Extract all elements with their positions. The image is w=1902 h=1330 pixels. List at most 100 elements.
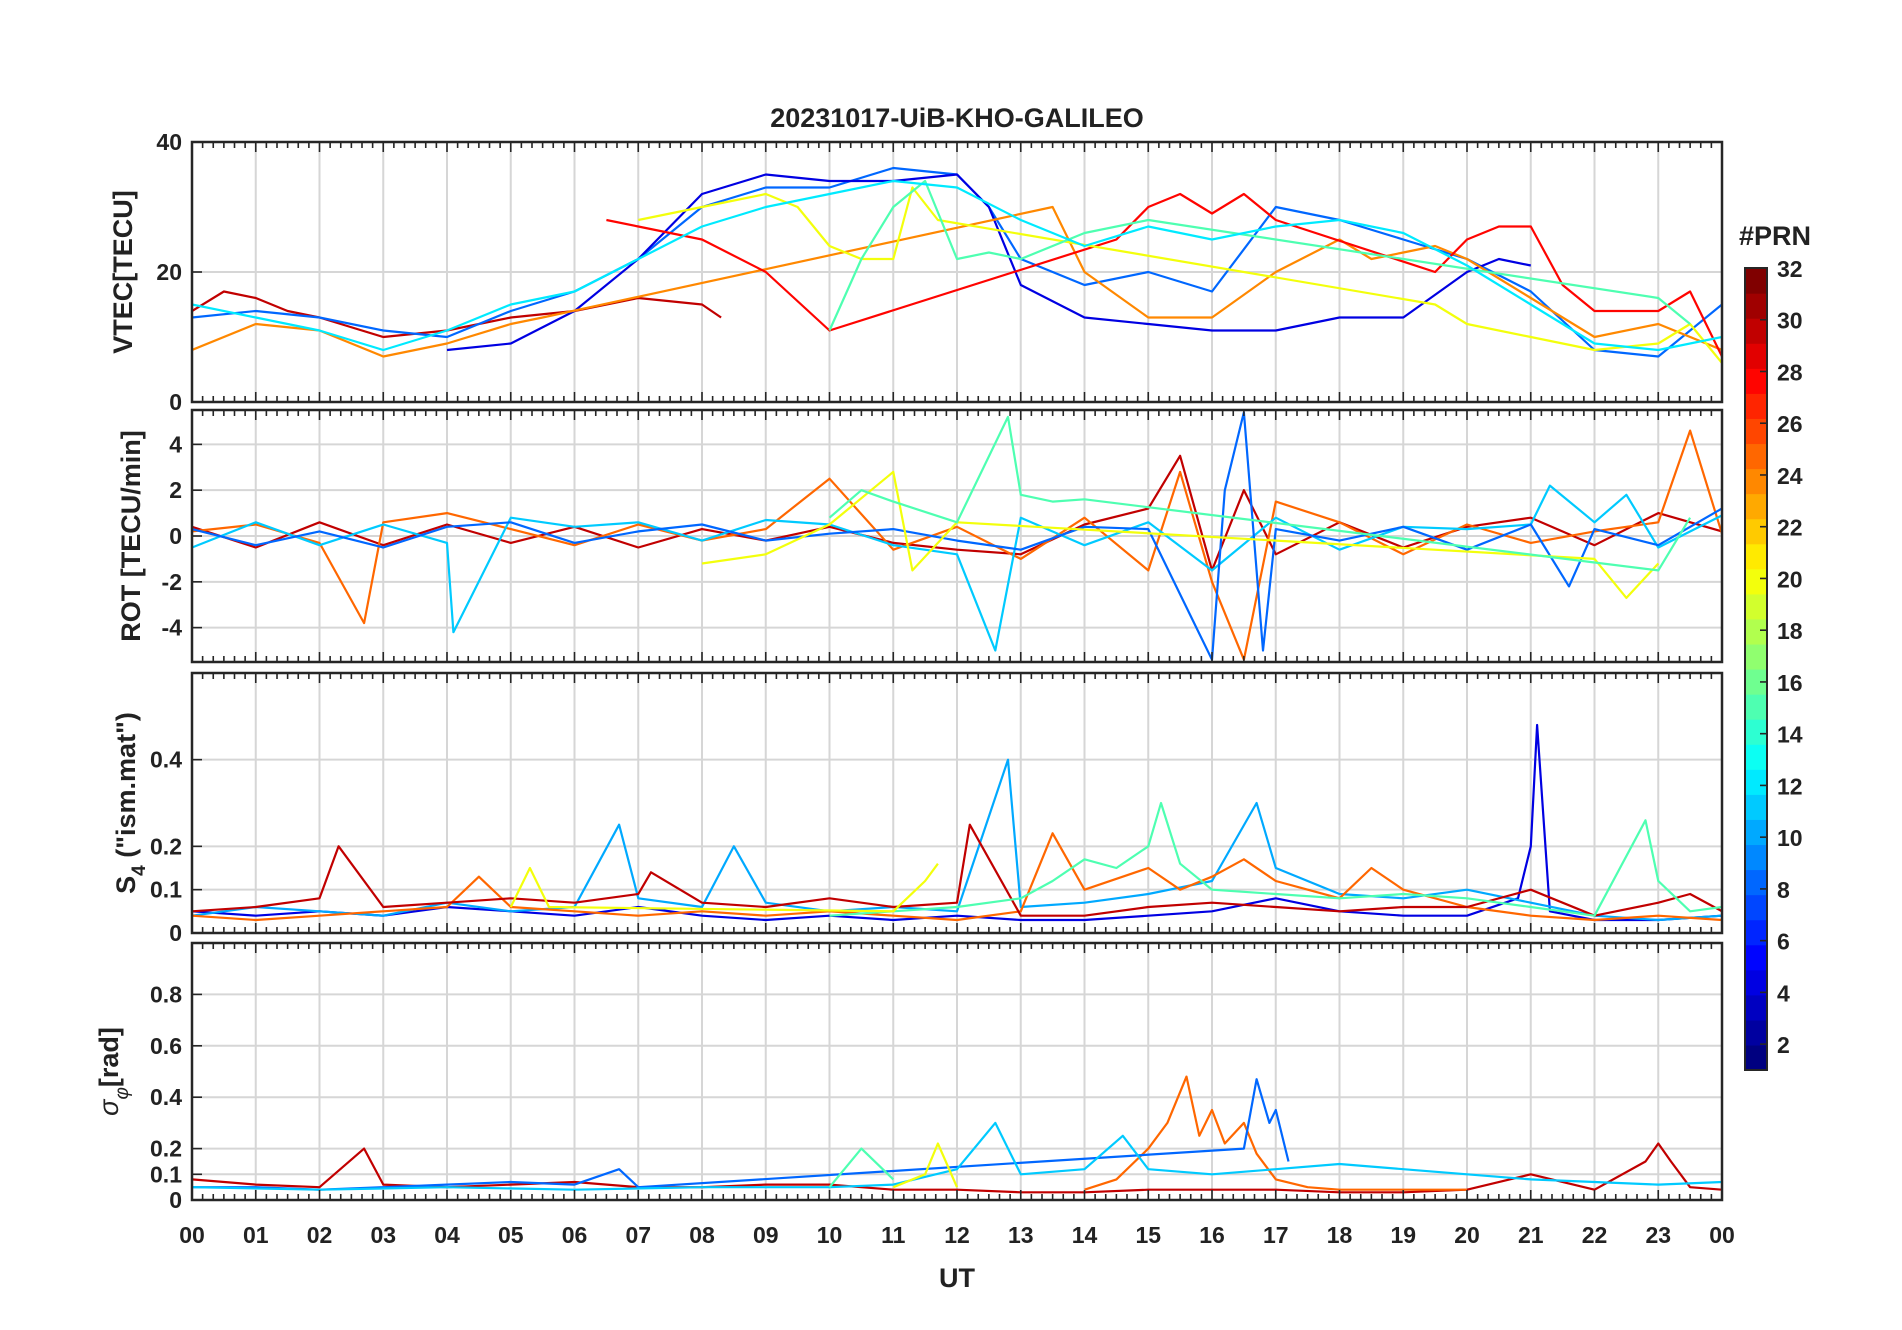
series-line-prn-4 xyxy=(192,723,1722,922)
colorbar-segment xyxy=(1745,919,1767,946)
colorbar-tick-label: 10 xyxy=(1777,825,1803,851)
colorbar-tick-label: 26 xyxy=(1777,411,1803,437)
series-line-prn-4 xyxy=(446,173,1532,352)
colorbar-segment xyxy=(1745,468,1767,495)
colorbar-segment xyxy=(1745,944,1767,971)
colorbar-tick-label: 14 xyxy=(1777,722,1803,748)
colorbar-frame xyxy=(1744,267,1768,1071)
series-line-prn-15 xyxy=(829,801,1722,917)
y-tick-label: 40 xyxy=(156,129,182,155)
colorbar-segment xyxy=(1745,393,1767,419)
y-tick-label: 0 xyxy=(169,1187,182,1213)
colorbar-segment xyxy=(1745,568,1767,595)
series-line-prn-15 xyxy=(828,179,1691,331)
x-tick-label: 12 xyxy=(944,1222,970,1248)
series-group xyxy=(192,723,1722,922)
series-line-prn-25 xyxy=(192,832,1722,922)
series-line-prn-11 xyxy=(192,1121,1722,1191)
colorbar-tick-label: 28 xyxy=(1777,359,1803,385)
series-line-prn-24 xyxy=(192,205,1722,358)
x-tick-label: 02 xyxy=(307,1222,333,1248)
colorbar-tick-label: 30 xyxy=(1777,308,1803,334)
colorbar-tick-label: 18 xyxy=(1777,618,1803,644)
rot-panel: -4 -2 0 2 4 ROT [TECU/min] xyxy=(116,408,1724,664)
figure-title: 20231017-UiB-KHO-GALILEO xyxy=(770,103,1144,133)
colorbar-tick-label: 20 xyxy=(1777,566,1803,592)
x-tick-label: 00 xyxy=(179,1222,205,1248)
series-group xyxy=(192,411,1722,661)
colorbar-tick-label: 22 xyxy=(1777,515,1803,541)
y-tick-label: 0.4 xyxy=(150,1084,182,1110)
colorbar-segment xyxy=(1745,643,1767,670)
x-tick-label: 21 xyxy=(1518,1222,1544,1248)
colorbar-tick-label: 4 xyxy=(1777,980,1790,1006)
series-line-prn-15 xyxy=(828,1147,895,1188)
x-tick-label: 08 xyxy=(689,1222,715,1248)
y-tick-label: -4 xyxy=(162,615,183,641)
series-line-prn-20 xyxy=(892,1142,959,1189)
x-tick-label: 17 xyxy=(1263,1222,1289,1248)
colorbar-segment xyxy=(1745,618,1767,645)
series-line-prn-8 xyxy=(192,411,1722,661)
y-tick-label: 0.1 xyxy=(150,1161,182,1187)
colorbar-tick-label: 8 xyxy=(1777,877,1790,903)
x-tick-label: 03 xyxy=(370,1222,396,1248)
x-tick-label: 15 xyxy=(1135,1222,1161,1248)
y-tick-label: 0.1 xyxy=(150,877,182,903)
x-tick-label: 16 xyxy=(1199,1222,1225,1248)
colorbar-tick-label: 32 xyxy=(1777,256,1803,282)
colorbar-segment xyxy=(1745,894,1767,921)
series-line-prn-28 xyxy=(606,192,1722,357)
colorbar-segment xyxy=(1745,744,1767,770)
y-tick-label: 0.6 xyxy=(150,1033,182,1059)
x-tick-label: 00 xyxy=(1709,1222,1735,1248)
x-tick-label: 07 xyxy=(625,1222,651,1248)
colorbar-segment xyxy=(1745,543,1767,570)
y-axis-label: ROT [TECU/min] xyxy=(116,430,146,641)
colorbar-segment xyxy=(1745,268,1767,294)
colorbar-segment xyxy=(1745,443,1767,470)
x-tick-label: 18 xyxy=(1327,1222,1353,1248)
y-tick-label: 20 xyxy=(156,259,182,285)
x-tick-label: 04 xyxy=(434,1222,460,1248)
colorbar-segment xyxy=(1745,368,1767,394)
y-tick-label: 0.2 xyxy=(150,1136,182,1162)
y-tick-label: 0 xyxy=(169,389,182,415)
x-tick-label: 22 xyxy=(1582,1222,1608,1248)
colorbar-segment xyxy=(1745,769,1767,795)
colorbar-segment xyxy=(1745,694,1767,720)
colorbar-segment xyxy=(1745,293,1767,319)
y-tick-label: 4 xyxy=(169,431,182,457)
y-tick-label: 0 xyxy=(169,920,182,946)
x-axis-ticks: 00 01 02 03 04 05 06 07 08 09 10 11 12 13 14 15 16 17 18 19… xyxy=(179,1222,1735,1248)
y-tick-label: 0.8 xyxy=(150,981,182,1007)
y-axis-label: VTEC[TECU] xyxy=(108,190,138,354)
y-axis-label: S4 ("ism.mat") xyxy=(111,712,150,894)
x-tick-label: 14 xyxy=(1072,1222,1098,1248)
y-tick-label: -2 xyxy=(162,569,182,595)
colorbar-segment xyxy=(1745,593,1767,620)
series-line-prn-20 xyxy=(509,863,939,913)
colorbar-segment xyxy=(1745,318,1767,344)
colorbar-segment xyxy=(1745,994,1767,1021)
x-tick-label: 10 xyxy=(817,1222,843,1248)
colorbar-segment xyxy=(1745,869,1767,896)
y-tick-label: 0.2 xyxy=(150,833,182,859)
x-tick-label: 13 xyxy=(1008,1222,1034,1248)
colorbar-title: #PRN xyxy=(1739,221,1811,251)
series-line-prn-15 xyxy=(828,415,1692,572)
y-tick-label: 0.4 xyxy=(150,747,182,773)
colorbar-tick-label: 24 xyxy=(1777,463,1803,489)
colorbar-segment xyxy=(1745,343,1767,369)
x-tick-label: 09 xyxy=(753,1222,779,1248)
colorbar-segment xyxy=(1745,719,1767,745)
colorbar-tick-label: 6 xyxy=(1777,929,1790,955)
colorbar-segment xyxy=(1745,669,1767,695)
colorbar-segment xyxy=(1745,794,1767,820)
colorbar-segment xyxy=(1745,493,1767,520)
colorbar-segment xyxy=(1745,969,1767,996)
colorbar-segment xyxy=(1745,1019,1767,1046)
series-line-prn-20 xyxy=(701,470,1660,600)
y-tick-label: 0 xyxy=(169,523,182,549)
